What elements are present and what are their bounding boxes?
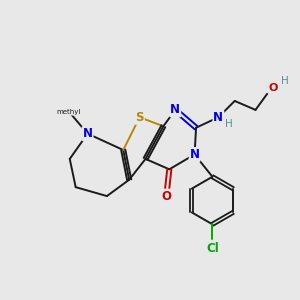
Text: H: H: [225, 119, 232, 129]
Text: N: N: [213, 111, 224, 124]
Text: N: N: [190, 148, 200, 161]
Text: S: S: [135, 111, 144, 124]
Text: N: N: [170, 103, 180, 116]
Text: Cl: Cl: [206, 242, 219, 255]
Text: methyl: methyl: [56, 109, 80, 115]
Text: H: H: [281, 76, 289, 86]
Text: N: N: [82, 127, 93, 140]
Text: O: O: [268, 82, 278, 93]
Text: O: O: [161, 190, 171, 202]
